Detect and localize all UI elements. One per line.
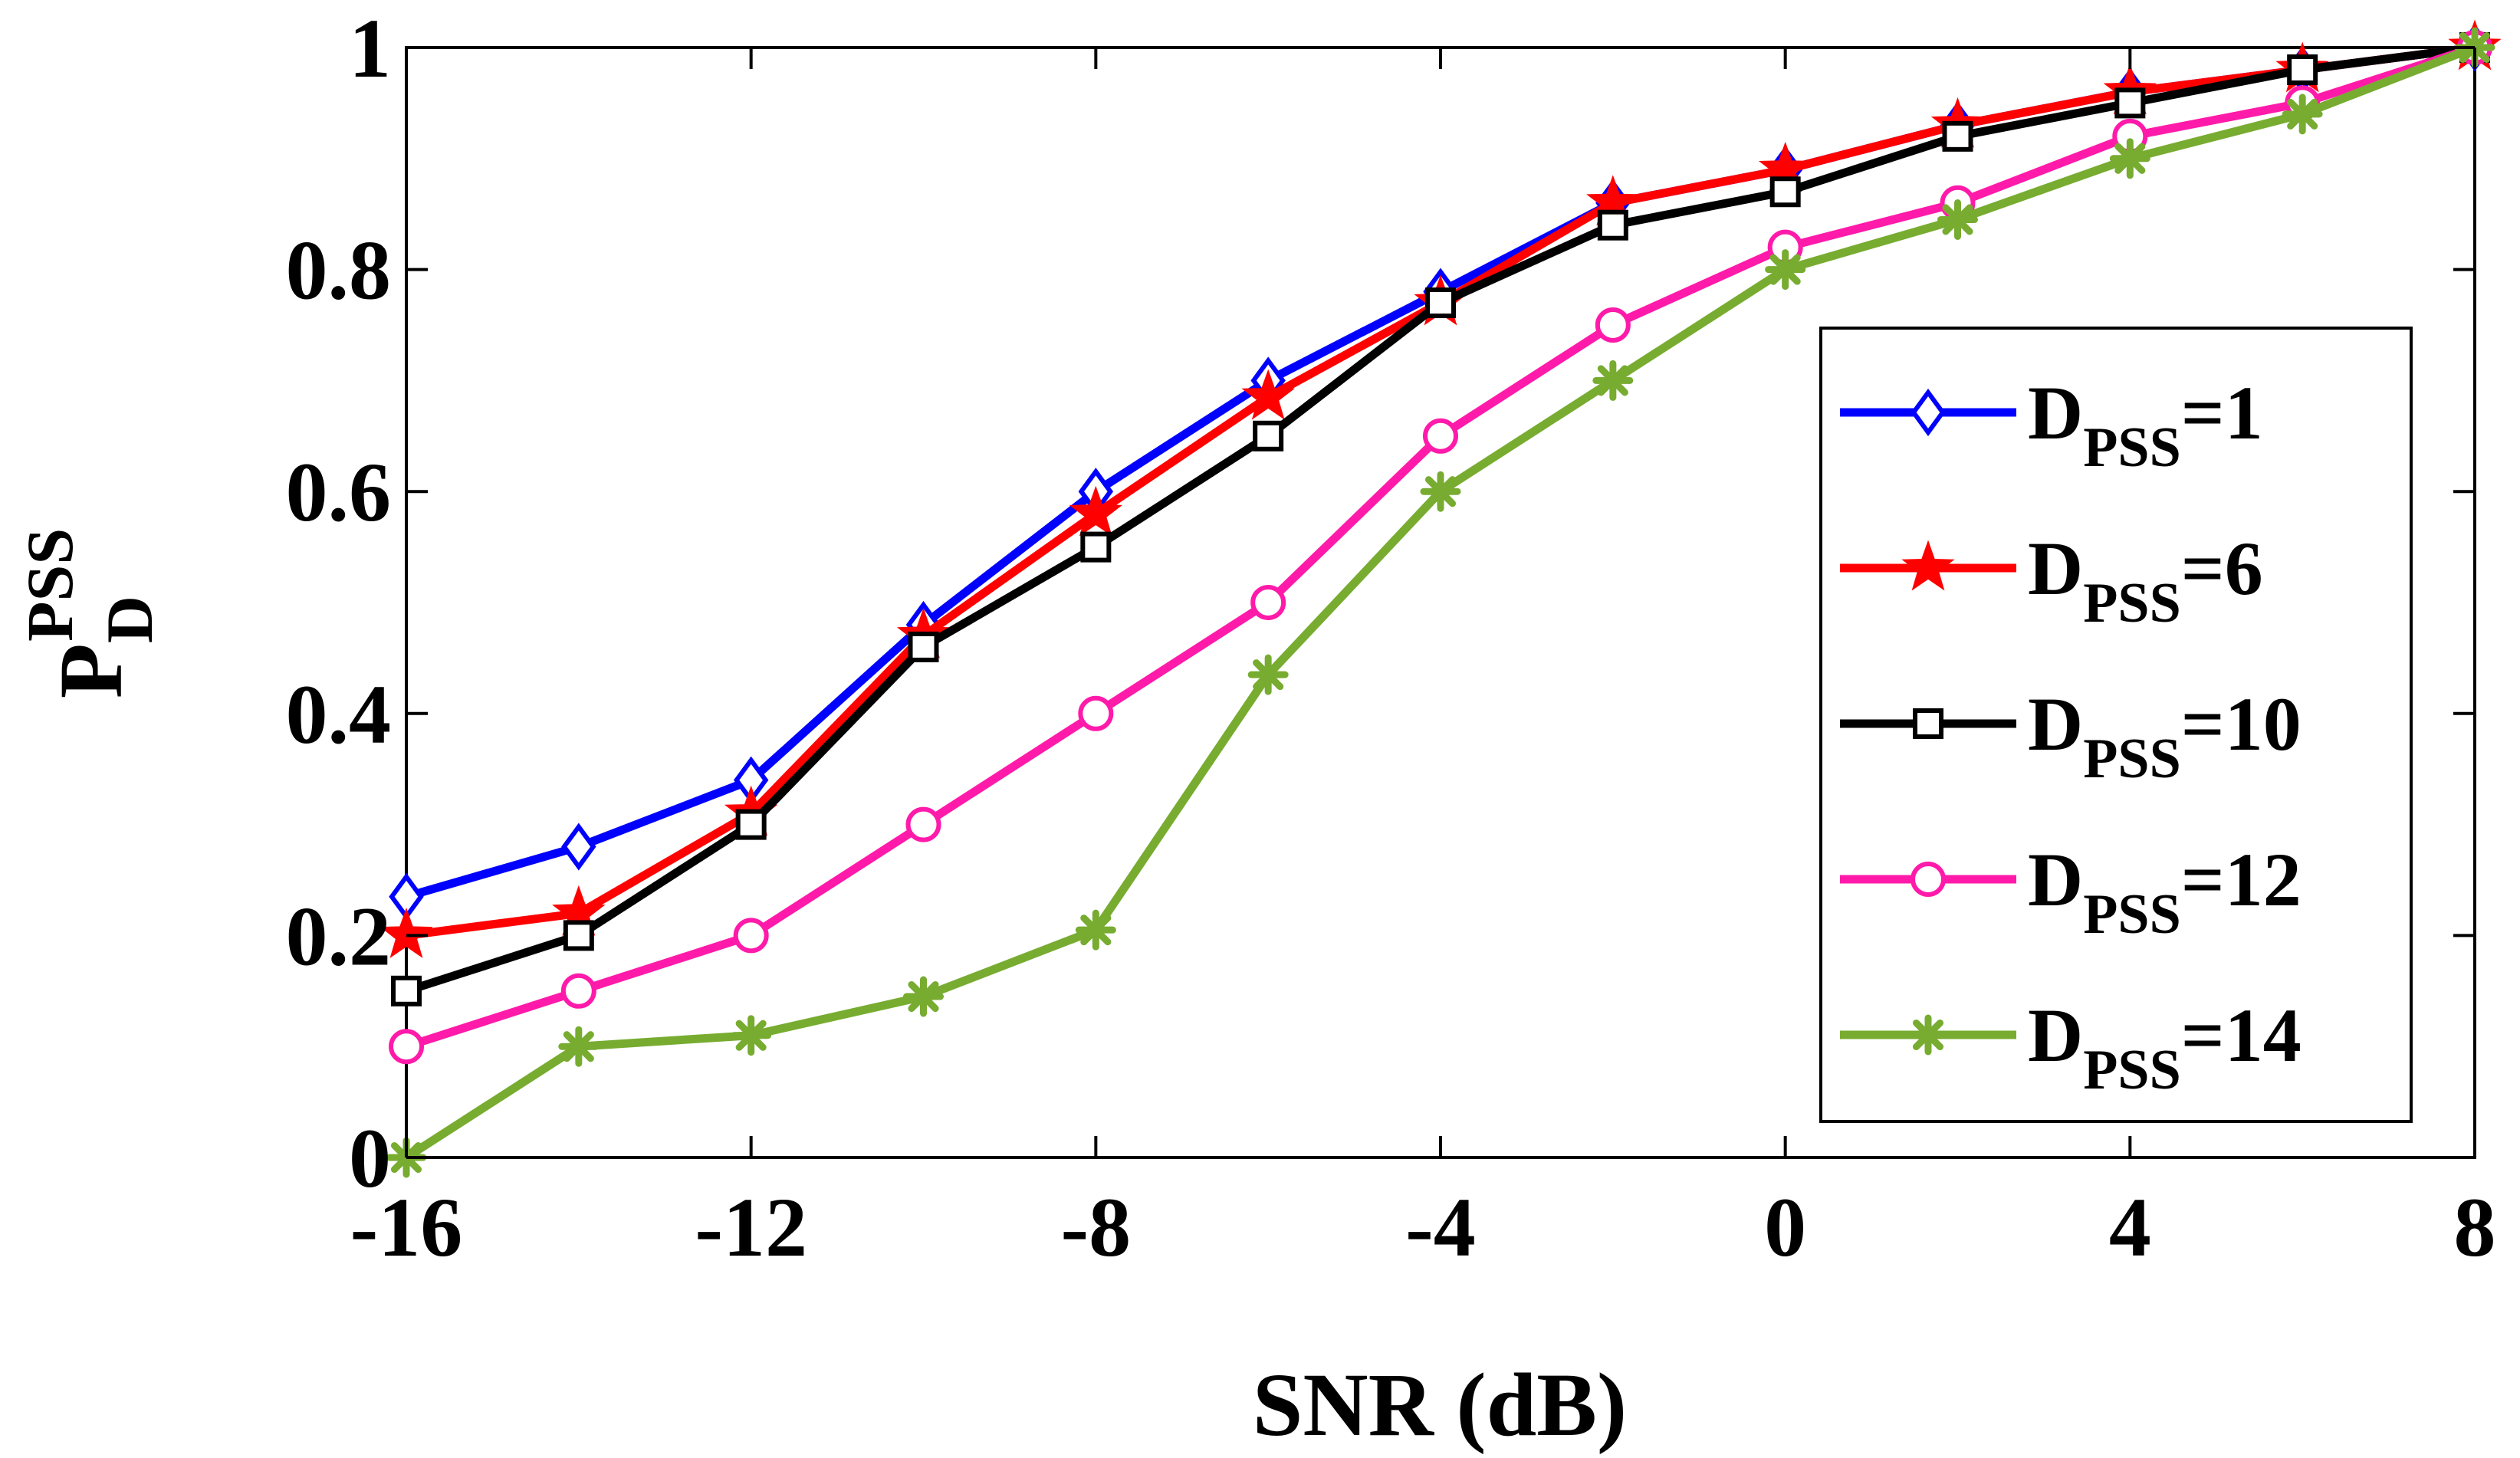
data-point [731,1015,772,1056]
y-tick-label: 0 [349,1112,391,1205]
data-point [389,1029,424,1065]
data-point [1247,654,1289,695]
legend-marker [1907,1014,1949,1056]
data-point [2287,54,2318,85]
data-point [1253,420,1284,452]
series-dpss-10 [391,32,2490,1006]
data-point [1592,360,1634,401]
y-axis-label-sub: D [93,596,166,643]
data-point [1420,471,1461,512]
data-point [1597,209,1628,241]
x-tick-label: -4 [1405,1181,1476,1274]
y-axis: 0 0.2 0.4 0.6 0.8 1 [286,2,2475,1205]
legend-label: DPSS=1 [2028,370,2263,479]
data-point [1769,176,1801,208]
legend-marker [1913,708,1943,739]
legend-label: DPSS=10 [2028,681,2302,790]
data-point [1937,199,1978,240]
legend-label: DPSS=14 [2028,993,2302,1102]
data-point [560,973,596,1009]
y-tick-label: 0.4 [286,668,392,761]
data-point [2282,94,2323,135]
y-axis-label: PDPSS [13,528,166,698]
data-point [1075,909,1116,951]
x-tick-label: -12 [695,1181,807,1274]
data-point [1595,307,1631,343]
series-dpss-14 [386,27,2495,1178]
x-axis-label: SNR (dB) [1253,1355,1627,1455]
data-point [563,920,594,951]
y-tick-label: 0.2 [286,889,392,983]
y-axis-label-sup: PSS [13,528,87,642]
data-point [379,907,433,958]
legend-item: DPSS=1 [1840,370,2263,479]
data-point [905,806,941,842]
legend-label: DPSS=12 [2028,837,2302,946]
legend: DPSS=1 DPSS=6 DPSS=10 DPSS=12 DPSS=14 [1819,327,2413,1123]
legend-item: DPSS=6 [1840,526,2263,635]
x-tick-label: 0 [1764,1181,1806,1274]
data-point [908,631,939,662]
data-point [1069,485,1123,537]
data-point [1078,695,1114,731]
data-point [1425,287,1456,319]
x-tick-label: -16 [350,1181,463,1274]
data-point [1423,418,1458,454]
x-tick-label: 4 [2109,1181,2151,1274]
legend-marker [1911,388,1946,437]
legend-marker [1911,862,1946,897]
legend-item: DPSS=12 [1840,837,2302,946]
data-point [2109,138,2150,179]
data-point [1241,369,1295,420]
data-point [2114,87,2146,119]
data-point [1080,531,1112,563]
data-point [903,976,944,1017]
data-point [1765,249,1806,291]
y-tick-label: 0.8 [286,224,392,317]
legend-marker [1901,540,1955,591]
x-axis: -16 -12 -8 -4 0 4 8 [350,48,2496,1274]
data-point [733,918,769,954]
data-point [391,975,422,1006]
x-tick-label: 8 [2454,1181,2496,1274]
data-point [561,823,596,871]
legend-item: DPSS=10 [1840,681,2302,790]
x-tick-label: -8 [1061,1181,1132,1274]
legend-label: DPSS=6 [2028,526,2263,635]
legend-item: DPSS=14 [1840,993,2302,1102]
y-axis-label-main: P [41,643,141,698]
data-point [558,1026,600,1067]
data-point [735,809,767,840]
y-tick-label: 0.6 [286,445,392,539]
svg-text:PDPSS: PDPSS [13,528,166,698]
y-tick-label: 1 [349,2,391,95]
data-point [1250,585,1286,620]
data-point [1942,120,1973,152]
